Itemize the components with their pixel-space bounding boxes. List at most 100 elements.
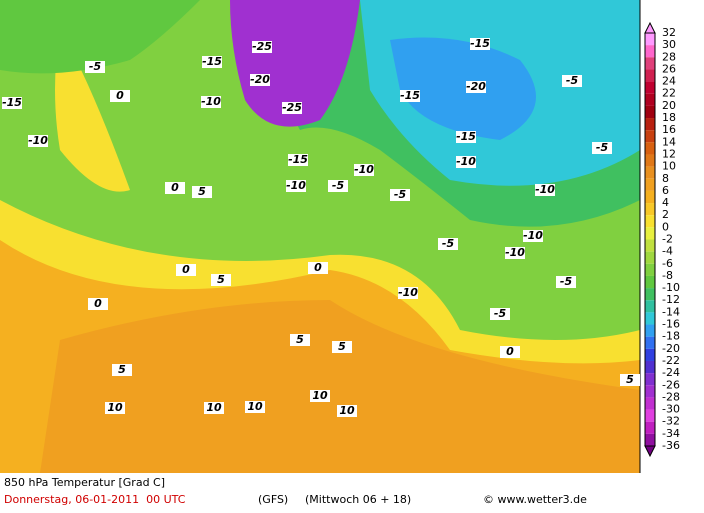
scale-band [645,397,655,410]
contour-label-box [201,96,221,108]
scale-label: 26 [662,62,676,75]
scale-band [645,336,655,349]
contour-label-box [400,90,420,102]
scale-band [645,421,655,434]
scale-label: 6 [662,184,669,197]
contour-label-box [176,264,196,276]
contour-label: -10 [354,163,374,176]
scale-band [645,348,655,361]
scale-label: 16 [662,123,676,136]
scale-label: -36 [662,439,680,452]
scale-label: -10 [662,281,680,294]
contour-label-box [470,38,490,50]
scale-label: -14 [662,305,680,318]
scale-band [645,275,655,289]
scale-band [645,105,655,119]
scale-label: -4 [662,245,673,258]
scale-frame [644,32,656,447]
scale-band [645,154,655,167]
contour-label: -15 [202,55,222,68]
scale-band [645,373,655,386]
contour-label: -5 [442,237,455,250]
contour-label: -5 [560,275,573,288]
contour-label-box [165,182,185,194]
contour-label-box [332,341,352,353]
scale-label: -16 [662,318,680,331]
contour-label: 10 [247,400,263,413]
contour-label: 5 [338,340,346,353]
scale-label: -12 [662,293,680,306]
scale-label: 24 [662,75,676,88]
contour-label-box [505,247,525,259]
contour-label: 10 [206,401,222,414]
contour-label-box [110,90,130,102]
scale-label: 0 [662,220,669,233]
cold-zone [230,0,360,127]
contour-label-box [192,186,212,198]
scale-band [645,227,655,240]
contour-label: -15 [288,153,308,166]
contour-label: -10 [286,179,306,192]
contour-label: -10 [523,229,543,242]
title: 850 hPa Temperatur [Grad C] [4,476,166,489]
contour-label-box [500,346,520,358]
contour-label-box [310,390,330,402]
contour-label-box [535,184,555,196]
contour-label-box [112,364,132,376]
contour-label: 5 [198,185,206,198]
contour-label-box [290,334,310,346]
contour-label: -5 [332,179,345,192]
scale-band [645,251,655,264]
contour-label: -10 [505,246,525,259]
scale-band [645,215,655,228]
contour-label-box [337,405,357,417]
scale-label: -34 [662,427,680,440]
contour-label: -10 [201,95,221,108]
scale-label: 20 [662,99,676,112]
scale-band [645,166,655,179]
contour-label: 10 [107,401,123,414]
scale-band [645,142,655,155]
contour-label-box [282,102,302,114]
contour-label-box [288,154,308,166]
scale-band [645,69,655,82]
scale-label: 10 [662,160,676,173]
contour-label-box [438,238,458,250]
run: (Mittwoch 06 + 18) [305,493,412,506]
contour-label: 0 [182,263,190,276]
contour-label: 10 [312,389,328,402]
contour-label: -10 [535,183,555,196]
scale-band [645,45,655,58]
scale-band [645,93,655,106]
contour-label: 10 [339,404,355,417]
scale-label: -30 [662,403,680,416]
scale-band [645,178,655,191]
contour-label-box [466,81,486,93]
scale-label: 28 [662,50,676,63]
cold-zone [390,37,536,140]
scale-label: -8 [662,269,673,282]
contour-label: -20 [250,73,270,86]
contour-label-box [456,156,476,168]
contour-label: -5 [494,307,507,320]
scale-band [645,385,655,398]
scale-label: -20 [662,342,680,355]
contour-label-box [620,374,640,386]
contour-label: 0 [94,297,102,310]
contour-label: -20 [466,80,486,93]
model: (GFS) [258,493,289,506]
contour-label-box [456,131,476,143]
contour-label-box [398,287,418,299]
scale-band [645,263,655,276]
scale-band [645,288,655,301]
contour-label: 5 [118,363,126,376]
contour-label: -15 [470,37,490,50]
contour-label-box [556,276,576,288]
scale-label: -22 [662,354,680,367]
date: Donnerstag, 06-01-2011 00 UTC [4,493,186,506]
contour-label: 5 [296,333,304,346]
scale-band [645,324,655,337]
contour-label-box [2,97,22,109]
contour-label: -10 [456,155,476,168]
contour-label: -15 [400,89,420,102]
